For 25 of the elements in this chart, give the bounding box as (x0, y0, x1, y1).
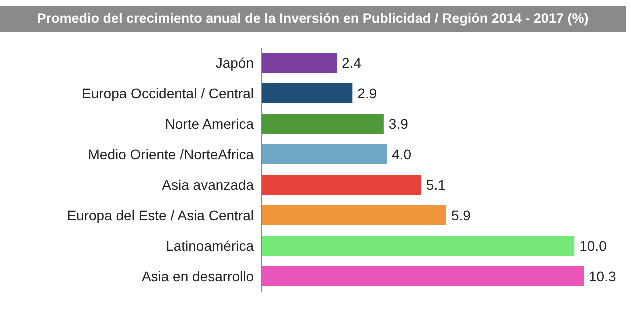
y-tick-label: Medio Oriente /NorteAfrica (88, 146, 254, 163)
y-tick-label: Asia en desarrollo (142, 268, 254, 285)
data-label: 5.1 (426, 176, 446, 193)
chart-title: Promedio del crecimiento anual de la Inversión en Publicidad / Región 2014 - 2017 (%) (0, 6, 626, 32)
y-tick-label: Norte America (165, 116, 254, 132)
y-tick-label: Europa Occidental / Central (82, 86, 254, 102)
bar (262, 236, 575, 256)
data-label: 4.0 (392, 146, 412, 162)
bar (262, 114, 384, 134)
y-tick-label: Japón (216, 55, 254, 72)
bar (262, 266, 584, 286)
data-label: 3.9 (388, 116, 409, 132)
data-label: 5.9 (451, 207, 472, 224)
data-label: 2.4 (342, 54, 362, 71)
bar (262, 175, 422, 195)
bar (262, 84, 353, 104)
bar (262, 206, 446, 226)
y-tick-label: Europa del Este / Asia Central (67, 208, 254, 224)
data-label: 10.0 (580, 238, 608, 254)
y-tick-label: Latinoamérica (166, 238, 254, 254)
y-tick-label: Asia avanzada (162, 177, 254, 194)
data-label: 2.9 (358, 85, 378, 102)
bar (262, 53, 338, 73)
data-label: 10.3 (589, 268, 616, 284)
bar (262, 144, 388, 164)
